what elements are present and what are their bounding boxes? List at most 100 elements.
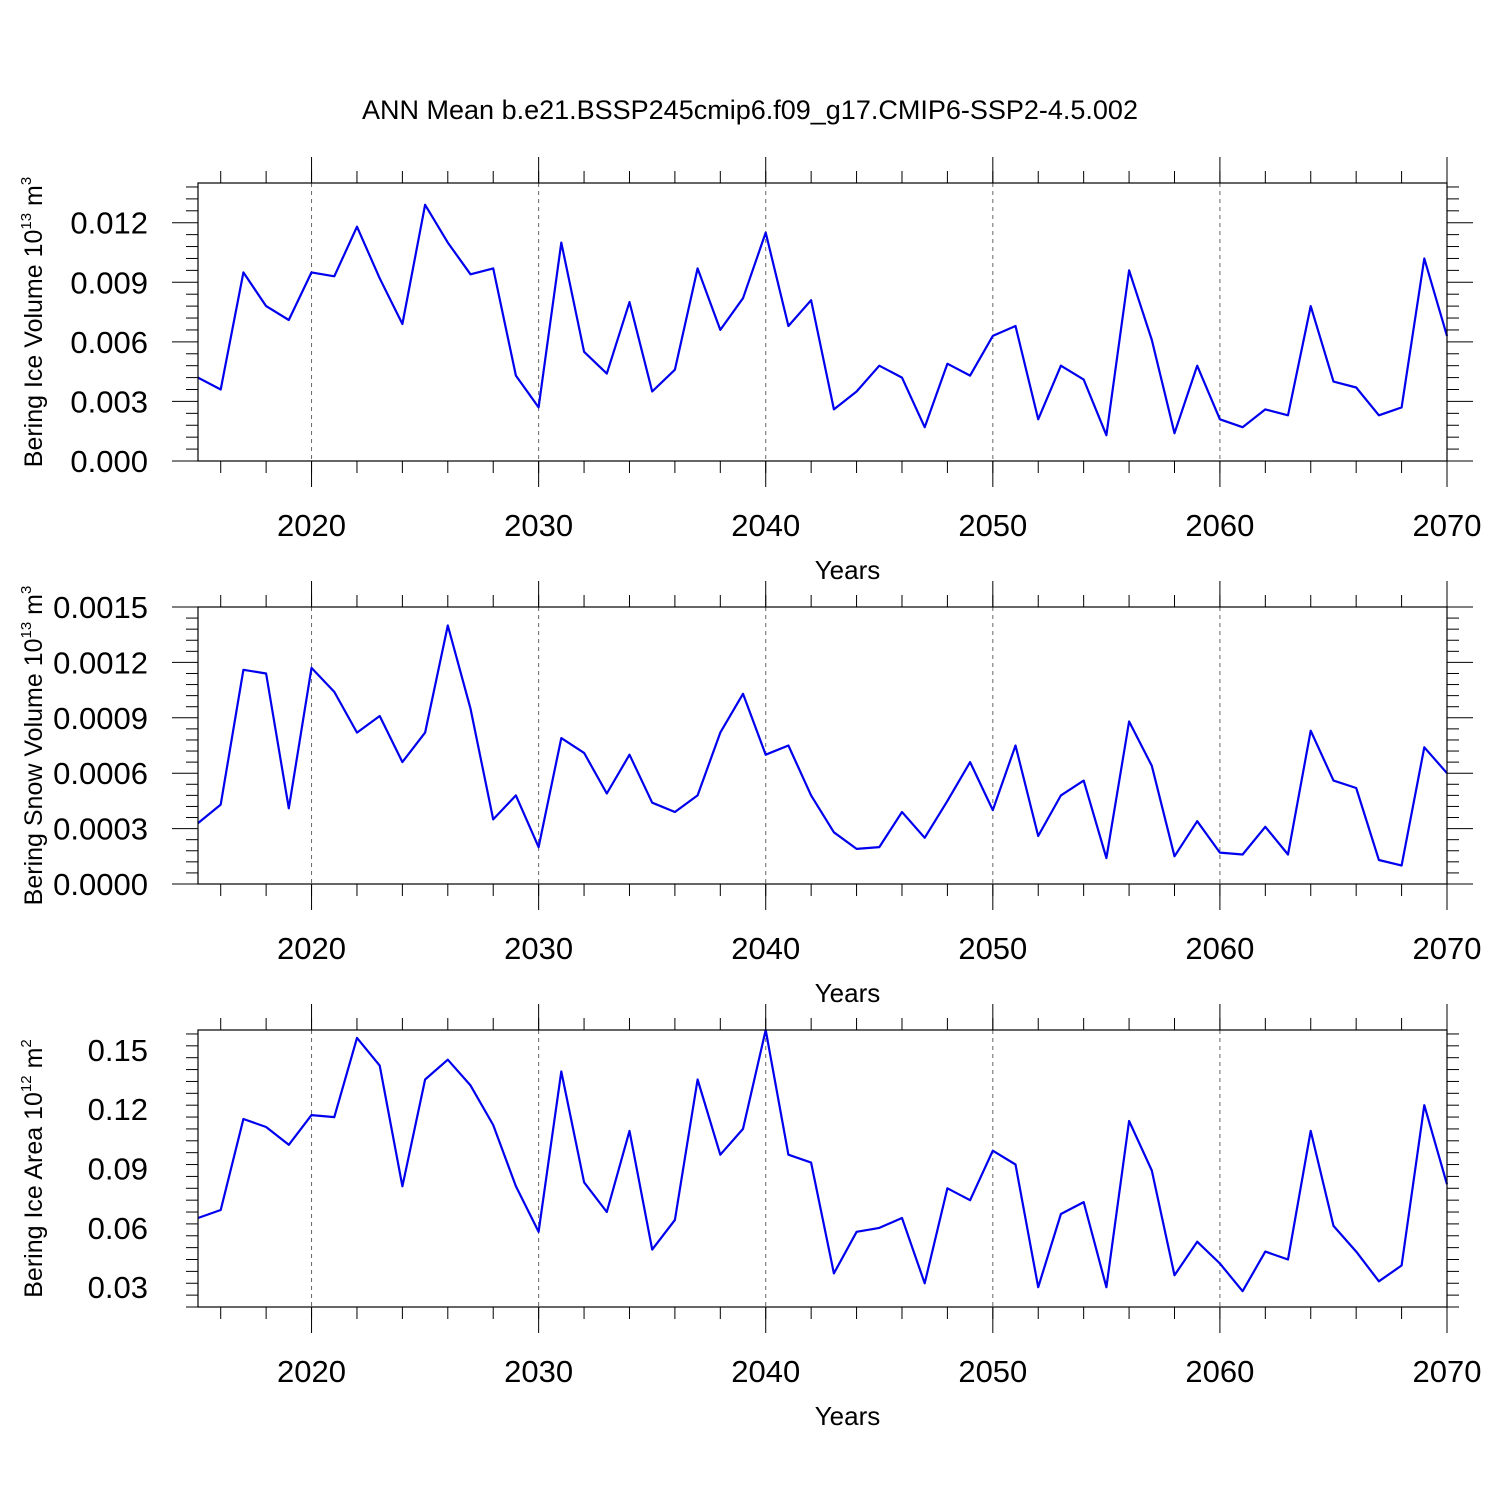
data-point (1150, 764, 1154, 768)
data-point (786, 324, 790, 328)
data-point (332, 274, 336, 278)
y-label-exponent: 13 (18, 213, 35, 230)
data-point (310, 270, 314, 274)
data-point (287, 1143, 291, 1147)
data-point (378, 1064, 382, 1068)
data-point (1195, 1240, 1199, 1244)
data-point (968, 1198, 972, 1202)
data-point (1400, 864, 1404, 868)
y-tick-label: 0.0000 (53, 867, 148, 902)
data-point (877, 1226, 881, 1230)
data-point (1377, 1279, 1381, 1283)
y-label-prefix: Bering Ice Volume 10 (20, 230, 48, 468)
data-point (1400, 405, 1404, 409)
panel-1: 2020 2030 2040 2050 2060 2070 0.000 0.003 0.006 0… (18, 157, 1481, 585)
data-point (718, 731, 722, 735)
data-point (673, 810, 677, 814)
data-point (264, 304, 268, 308)
data-point (537, 1230, 541, 1234)
x-tick-label: 2040 (731, 931, 800, 966)
data-point (809, 793, 813, 797)
y-tick-label: 0.0003 (53, 812, 148, 847)
data-point (1104, 856, 1108, 860)
data-point (900, 810, 904, 814)
panel-3: 2020 2030 2040 2050 2060 2070 0.03 0.06 0.09 0.12… (18, 1004, 1481, 1431)
data-point (968, 374, 972, 378)
y-tick-label: 0.03 (88, 1270, 148, 1305)
data-point (832, 830, 836, 834)
data-point (673, 368, 677, 372)
data-point (855, 390, 859, 394)
data-point (287, 806, 291, 810)
data-point (1400, 1263, 1404, 1267)
data-point (423, 1077, 427, 1081)
data-point (355, 1036, 359, 1040)
data-point (1059, 793, 1063, 797)
data-point (1036, 1285, 1040, 1289)
y-axis-label: Bering Snow Volume 1013 m3 (18, 586, 48, 906)
data-point (514, 793, 518, 797)
y-tick-label: 0.12 (88, 1092, 148, 1127)
data-point (1218, 417, 1222, 421)
data-point (310, 666, 314, 670)
data-point (1036, 834, 1040, 838)
data-point (582, 350, 586, 354)
data-point (1218, 1261, 1222, 1265)
x-tick-label: 2050 (958, 508, 1027, 543)
data-point (1172, 854, 1176, 858)
data-point (355, 225, 359, 229)
x-tick-label: 2060 (1185, 508, 1254, 543)
data-point (400, 760, 404, 764)
y-label-unit-exponent: 3 (18, 586, 35, 594)
data-point (945, 799, 949, 803)
data-point (1014, 324, 1018, 328)
data-point (582, 751, 586, 755)
data-point (310, 1113, 314, 1117)
data-point (650, 1248, 654, 1252)
data-point (1172, 1273, 1176, 1277)
data-point (1082, 1200, 1086, 1204)
data-point (1059, 364, 1063, 368)
data-point (786, 744, 790, 748)
data-point (241, 270, 245, 274)
y-tick-label: 0.0015 (53, 590, 148, 625)
x-tick-label: 2030 (504, 508, 573, 543)
y-tick-label: 0.006 (70, 325, 148, 360)
data-point (1331, 779, 1335, 783)
data-point (968, 760, 972, 764)
data-point (1263, 825, 1267, 829)
data-point (1241, 425, 1245, 429)
x-tick-label: 2060 (1185, 1354, 1254, 1389)
x-tick-label: 2060 (1185, 931, 1254, 966)
data-point (1354, 1250, 1358, 1254)
data-point (945, 1186, 949, 1190)
data-point (809, 298, 813, 302)
x-axis-label: Years (815, 1401, 881, 1431)
data-point (1195, 364, 1199, 368)
data-point (469, 272, 473, 276)
data-point (1014, 744, 1018, 748)
x-tick-label: 2030 (504, 931, 573, 966)
data-point (673, 1218, 677, 1222)
data-point (446, 241, 450, 245)
data-point (605, 792, 609, 796)
data-point (378, 714, 382, 718)
data-point (446, 623, 450, 627)
y-axis-label: Bering Ice Volume 1013 m3 (18, 177, 48, 467)
data-point (241, 1117, 245, 1121)
data-point (1263, 1250, 1267, 1254)
data-point (809, 1161, 813, 1165)
data-point (764, 753, 768, 757)
data-point (559, 736, 563, 740)
data-point (1309, 1129, 1313, 1133)
data-point (945, 362, 949, 366)
data-point (491, 266, 495, 270)
data-point (1127, 1119, 1131, 1123)
panels: 2020 2030 2040 2050 2060 2070 0.000 0.003 0.006 0… (18, 157, 1481, 1431)
plot-frame (197, 606, 1448, 885)
data-point (877, 845, 881, 849)
data-point (469, 1083, 473, 1087)
y-label-unit: m (20, 1048, 48, 1076)
data-point (1286, 852, 1290, 856)
data-point (1354, 786, 1358, 790)
